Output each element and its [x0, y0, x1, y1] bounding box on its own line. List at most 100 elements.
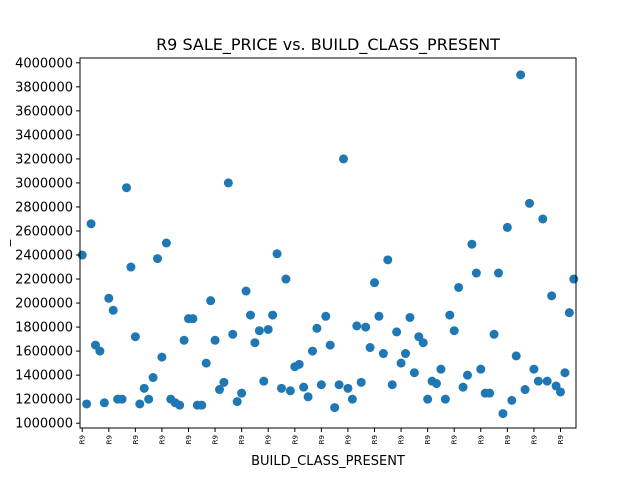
- data-point: [458, 382, 468, 392]
- data-point: [316, 380, 326, 390]
- x-tick-label: R9: [530, 435, 538, 444]
- data-point: [237, 388, 247, 398]
- data-point: [494, 268, 503, 278]
- data-point: [533, 376, 543, 386]
- data-point: [352, 321, 362, 331]
- data-point: [175, 400, 185, 410]
- data-point: [161, 238, 171, 248]
- data-point: [538, 214, 548, 224]
- data-point: [157, 352, 167, 362]
- data-point: [498, 409, 508, 419]
- data-point: [378, 349, 388, 359]
- data-point: [525, 198, 534, 208]
- data-point: [440, 394, 450, 404]
- data-point: [471, 268, 481, 278]
- data-point: [197, 400, 207, 410]
- data-point: [325, 340, 335, 350]
- x-axis: R9 R9 R9 R9 R9 R9 R9 R9 R9 R9 R9 R9 R9 R9 R9 R9 R9 R9 R9: [79, 428, 565, 444]
- data-point: [135, 399, 145, 409]
- y-tick-label: 1200000: [15, 393, 73, 408]
- data-point: [108, 305, 118, 315]
- data-point: [507, 395, 517, 405]
- y-tick-label: 1400000: [15, 369, 73, 384]
- y-tick-label: 2200000: [15, 273, 73, 288]
- data-point: [219, 377, 229, 387]
- data-point: [215, 385, 224, 395]
- data-point: [547, 291, 557, 301]
- y-tick-label: 2400000: [15, 249, 73, 264]
- x-tick-label: R9: [265, 435, 273, 444]
- data-point: [467, 239, 477, 249]
- y-tick-label: 1600000: [15, 345, 73, 360]
- x-tick-label: R9: [398, 435, 406, 444]
- y-tick-label: 3600000: [15, 104, 73, 119]
- data-point: [343, 383, 353, 393]
- data-point: [294, 359, 304, 369]
- data-point: [485, 388, 495, 398]
- data-point: [542, 376, 552, 386]
- x-tick-label: R9: [557, 435, 565, 444]
- data-point: [361, 322, 371, 332]
- y-tick-label: 3000000: [15, 176, 73, 191]
- data-point: [556, 387, 565, 397]
- x-tick-label: R9: [291, 435, 299, 444]
- data-point: [148, 373, 158, 383]
- x-tick-label: R9: [212, 435, 220, 444]
- y-axis: 1000000 1200000 1400000 1600000 1800000 20000…: [15, 56, 80, 432]
- data-point: [396, 358, 406, 368]
- data-point: [201, 358, 211, 368]
- x-tick-label: R9: [477, 435, 485, 444]
- data-point: [130, 332, 140, 342]
- data-point: [436, 364, 446, 374]
- data-point: [259, 376, 269, 386]
- data-point: [95, 346, 105, 356]
- data-point: [392, 327, 402, 337]
- data-point: [254, 326, 264, 336]
- x-tick-label: R9: [344, 435, 352, 444]
- data-point: [370, 278, 379, 288]
- data-point: [206, 296, 216, 306]
- data-point: [489, 329, 499, 339]
- data-point: [250, 338, 260, 348]
- data-point: [409, 368, 419, 378]
- data-point: [144, 394, 154, 404]
- data-point: [232, 397, 242, 407]
- data-point: [126, 262, 136, 272]
- data-point: [272, 249, 282, 259]
- data-point: [476, 364, 486, 374]
- data-point: [86, 219, 96, 229]
- y-tick-label: 3400000: [15, 128, 73, 143]
- data-point: [529, 364, 539, 374]
- x-tick-label: R9: [504, 435, 512, 444]
- data-point: [560, 368, 570, 378]
- data-point: [263, 324, 273, 334]
- data-point: [423, 394, 433, 404]
- data-point: [502, 222, 512, 232]
- data-point: [383, 255, 393, 265]
- data-point: [104, 293, 114, 303]
- plot-frame: [79, 57, 577, 429]
- x-tick-label: R9: [451, 435, 459, 444]
- data-point: [418, 338, 428, 348]
- x-tick-label: R9: [132, 435, 140, 444]
- data-point: [463, 370, 472, 380]
- data-point: [268, 310, 278, 320]
- data-point: [281, 274, 291, 284]
- data-point: [188, 314, 198, 324]
- data-point: [569, 274, 579, 284]
- data-point: [285, 386, 295, 396]
- y-axis-label: _: [0, 239, 12, 247]
- data-point: [246, 310, 255, 320]
- x-tick-label: R9: [105, 435, 113, 444]
- data-point: [308, 346, 317, 356]
- x-axis-label: BUILD_CLASS_PRESENT: [251, 454, 405, 469]
- y-tick-label: 2000000: [15, 297, 73, 312]
- data-point: [117, 394, 127, 404]
- y-tick-label: 4000000: [15, 56, 73, 71]
- data-point: [153, 254, 162, 264]
- data-point: [330, 403, 340, 413]
- data-point: [520, 385, 530, 395]
- data-point: [277, 383, 286, 393]
- y-tick-label: 2600000: [15, 224, 73, 239]
